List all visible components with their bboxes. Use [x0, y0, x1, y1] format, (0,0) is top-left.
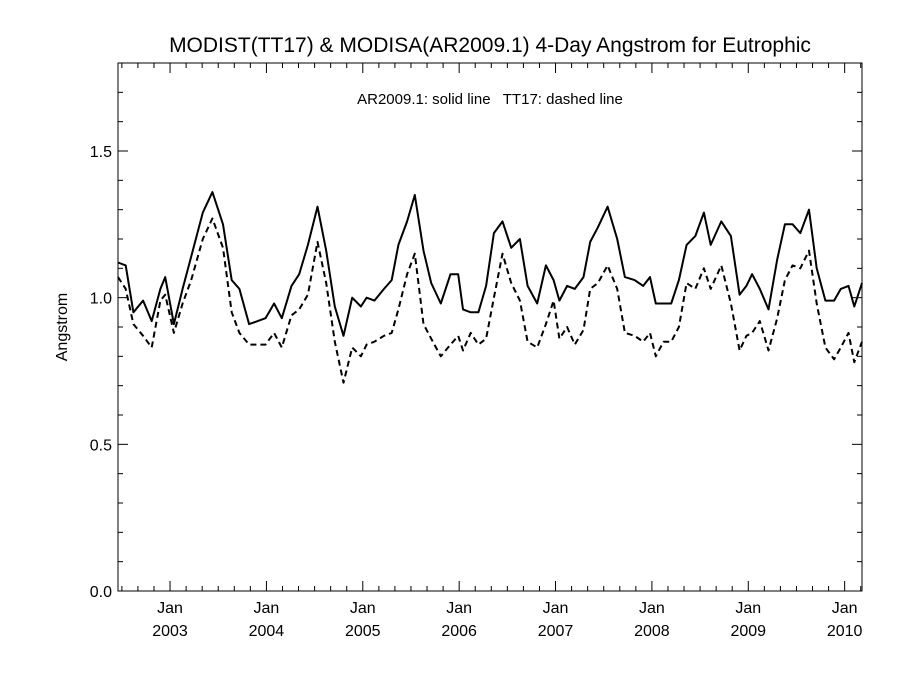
x-tick-year: 2003 [152, 623, 188, 640]
x-tick-year: 2009 [730, 623, 766, 640]
tt17-dashed-series-line [117, 217, 863, 384]
x-tick-year: 2006 [441, 623, 477, 640]
x-tick-month: Jan [639, 600, 665, 617]
series-layer [117, 191, 863, 384]
y-tick-label: 1.0 [90, 291, 112, 308]
x-tick-year: 2007 [538, 623, 574, 640]
x-tick-month: Jan [157, 600, 183, 617]
y-tick-label: 1.5 [90, 144, 112, 161]
y-tick-label: 0.5 [90, 437, 112, 454]
line-style-annotation: AR2009.1: solid line TT17: dashed line [357, 91, 623, 108]
ar2009-solid-series-line [117, 191, 863, 337]
plot-frame [117, 62, 863, 592]
chart-title: MODIST(TT17) & MODISA(AR2009.1) 4-Day An… [169, 34, 811, 57]
x-tick-month: Jan [832, 600, 858, 617]
x-tick-year: 2005 [345, 623, 381, 640]
x-tick-month: Jan [254, 600, 280, 617]
x-tick-month: Jan [350, 600, 376, 617]
x-tick-year: 2004 [249, 623, 285, 640]
y-tick-label: 0.0 [90, 584, 112, 601]
x-tick-month: Jan [735, 600, 761, 617]
y-axis-label: Angstrom [54, 293, 71, 361]
axis-ticks [118, 62, 862, 592]
axis-tick-labels: 0.0 0.5 1.0 1.5 Jan 2003 Jan 2004 Jan 2005 Jan 2006… [90, 144, 863, 640]
x-tick-year: 2010 [827, 623, 863, 640]
x-tick-month: Jan [446, 600, 472, 617]
x-tick-month: Jan [543, 600, 569, 617]
x-tick-year: 2008 [634, 623, 670, 640]
